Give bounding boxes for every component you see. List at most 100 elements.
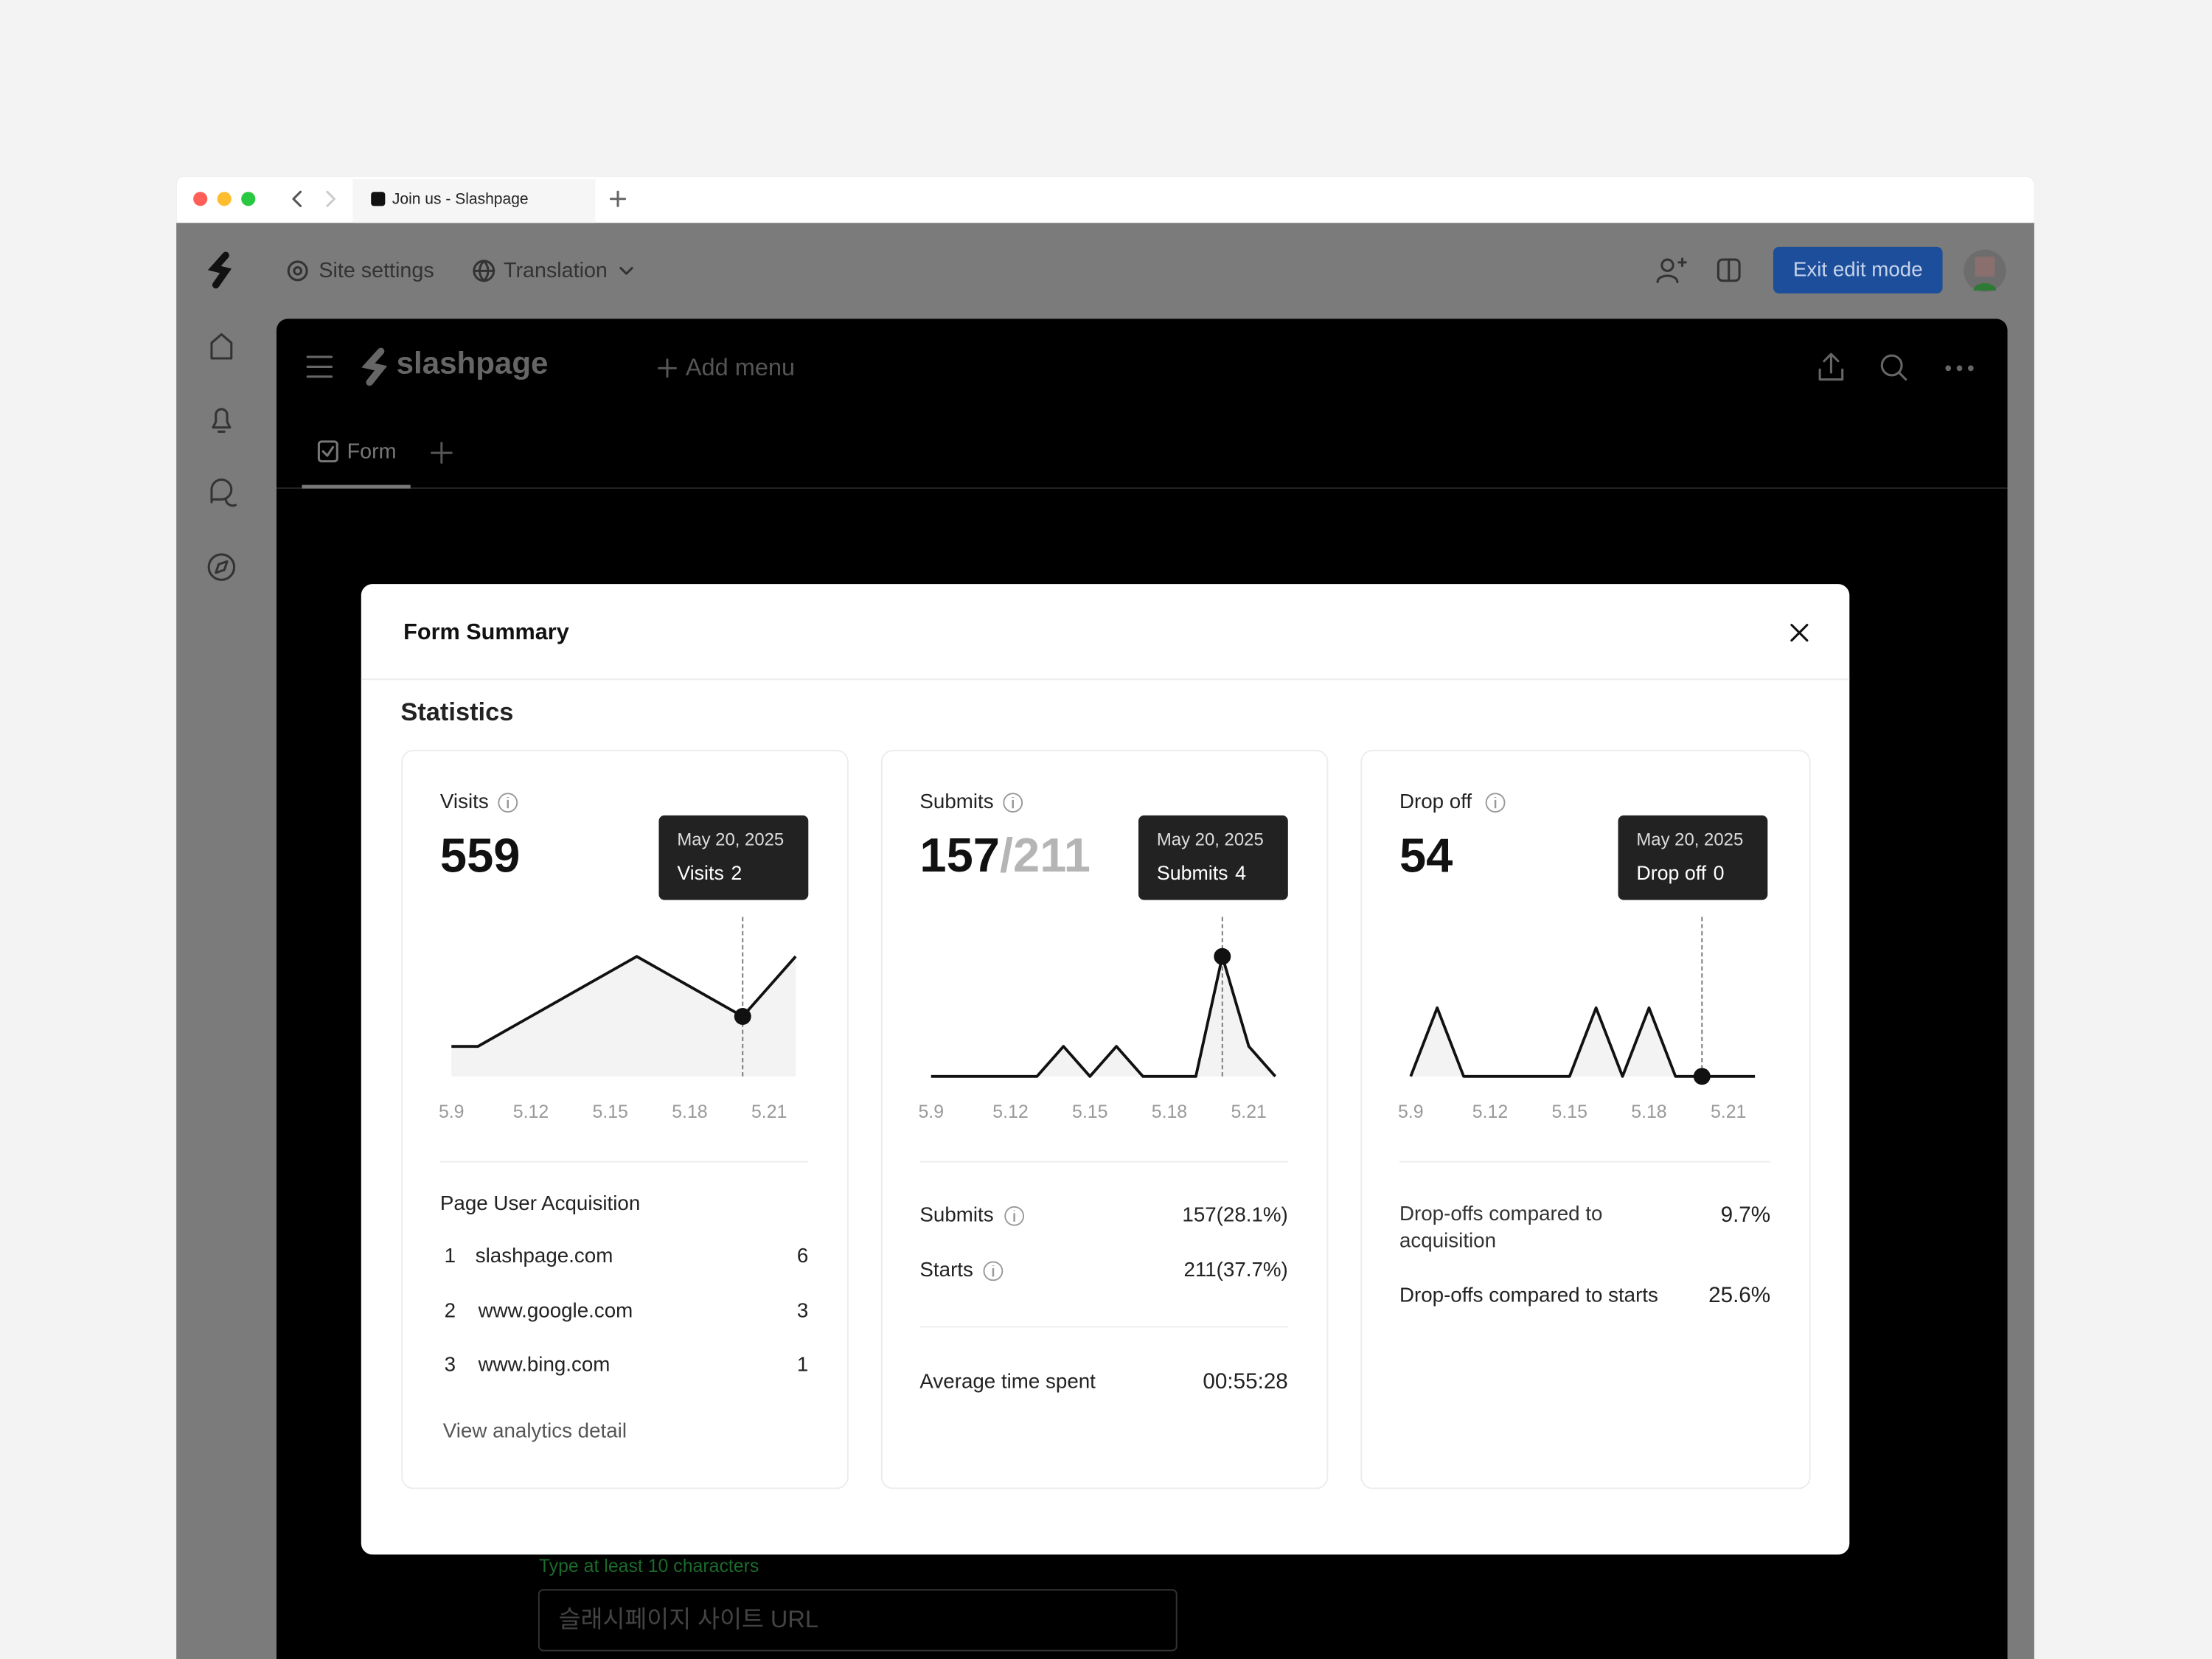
x-tick-label: 5.12	[1472, 1102, 1508, 1122]
x-tick-label: 5.21	[751, 1102, 787, 1122]
row-label: Average time spent	[919, 1369, 1096, 1392]
tooltip-label: Visits	[677, 862, 723, 884]
row-value: 157(28.1%)	[1182, 1203, 1287, 1226]
row-value: 00:55:28	[1203, 1369, 1287, 1394]
url-placeholder: 슬래시페이지 사이트 URL	[559, 1606, 818, 1632]
tooltip-label: Drop off	[1636, 862, 1706, 884]
card-value: 54	[1399, 828, 1453, 882]
info-icon[interactable]	[1003, 793, 1023, 813]
chat-icon[interactable]	[210, 478, 237, 507]
new-tab[interactable]	[609, 190, 627, 207]
info-icon[interactable]	[1485, 793, 1506, 813]
row-label-box: Drop-offs compared to acquisition	[1399, 1203, 1603, 1253]
url-input[interactable]	[538, 1589, 1178, 1652]
minimize-window[interactable]	[217, 192, 232, 206]
home-icon[interactable]	[210, 333, 233, 360]
more-dot[interactable]	[1945, 365, 1952, 372]
menu-icon[interactable]	[306, 355, 333, 378]
domain: slashpage.com	[476, 1244, 613, 1267]
favicon	[371, 192, 386, 206]
info-icon[interactable]	[983, 1261, 1004, 1281]
search-handle	[1897, 371, 1907, 381]
add-menu[interactable]: Add menu	[686, 354, 795, 380]
site-logo-mark	[361, 347, 388, 386]
section-title: Statistics	[400, 698, 513, 726]
rank: 3	[445, 1352, 456, 1375]
tooltip-value: Drop off 0	[1636, 862, 1724, 884]
hover-point	[734, 1008, 751, 1025]
tooltip	[658, 815, 809, 900]
search-icon[interactable]	[1880, 354, 1903, 377]
x-tick-label: 5.21	[1711, 1102, 1746, 1122]
analytics-link[interactable]: View analytics detail	[443, 1419, 627, 1441]
more-dot	[1968, 365, 1974, 372]
translation[interactable]: Translation	[504, 259, 608, 282]
site-logo[interactable]: slashpage	[397, 346, 549, 380]
count: 1	[797, 1352, 808, 1375]
more-dot	[1956, 365, 1963, 372]
app-logo[interactable]	[207, 251, 232, 289]
tab-bar	[176, 176, 2034, 223]
x-tick-label: 5.18	[1631, 1102, 1666, 1122]
settings-icon-core	[293, 266, 303, 276]
count: 6	[797, 1244, 808, 1267]
row-value: 211(37.7%)	[1183, 1258, 1287, 1281]
forward-button[interactable]	[326, 190, 335, 207]
starts-total: 211	[1013, 828, 1091, 882]
x-tick-label: 5.18	[672, 1102, 707, 1122]
row-label: Starts	[919, 1258, 973, 1281]
info-icon[interactable]	[498, 793, 518, 813]
submits-card	[880, 749, 1329, 1489]
notification-icon[interactable]	[212, 408, 232, 433]
form-tab-check	[321, 445, 335, 457]
explore-icon[interactable]	[207, 553, 236, 581]
rank: 1	[445, 1244, 456, 1267]
form-tab-icon	[317, 440, 338, 463]
rank: 2	[445, 1299, 456, 1322]
maximize-window[interactable]	[241, 192, 256, 206]
domain: www.google.com	[478, 1299, 633, 1322]
explore-needle	[215, 560, 229, 574]
hover-point	[1693, 1068, 1711, 1085]
dropoff-card	[1360, 749, 1811, 1489]
add-tab[interactable]	[430, 442, 453, 465]
tooltip-label: Submits	[1157, 862, 1228, 884]
x-tick-label: 5.21	[1231, 1102, 1266, 1122]
tab-title: Join us - Slashpage	[392, 190, 529, 207]
row-value: 25.6%	[1708, 1283, 1770, 1307]
close-modal[interactable]	[1790, 624, 1809, 642]
invite-icon[interactable]	[1660, 258, 1674, 272]
share-icon[interactable]	[1818, 352, 1844, 381]
x-tick-label: 5.15	[1072, 1102, 1107, 1122]
card-label: Visits	[440, 790, 489, 813]
tooltip-date: May 20, 2025	[677, 830, 784, 850]
row-label: Drop-offs compared to starts	[1399, 1284, 1658, 1307]
row-label: Drop-offs compared to acquisition	[1399, 1203, 1603, 1253]
tooltip-number: 0	[1714, 862, 1725, 884]
site-settings[interactable]: Site settings	[319, 259, 434, 282]
add-menu-icon	[657, 358, 677, 378]
browser-tab[interactable]	[352, 178, 596, 223]
back-button[interactable]	[292, 190, 302, 207]
x-tick-label: 5.9	[918, 1102, 944, 1122]
tooltip-value: Visits 2	[677, 862, 742, 884]
tooltip-date: May 20, 2025	[1636, 830, 1743, 850]
line	[931, 955, 1277, 1078]
tooltip	[1138, 815, 1288, 900]
close-window[interactable]	[193, 192, 208, 206]
field-hint: Type at least 10 characters	[539, 1556, 759, 1576]
x-tick-label: 5.12	[513, 1102, 549, 1122]
acquisition-title: Page User Acquisition	[440, 1192, 640, 1214]
exit-edit-label: Exit edit mode	[1793, 258, 1923, 281]
exit-edit-button[interactable]	[1773, 246, 1943, 293]
chevron	[619, 266, 633, 275]
invite-icon-body	[1656, 257, 1687, 284]
card-label: Drop off	[1399, 790, 1472, 813]
info-icon[interactable]	[1004, 1206, 1025, 1226]
visits-card	[401, 749, 849, 1489]
hover-point	[1214, 947, 1231, 965]
form-tab[interactable]: Form	[347, 440, 397, 464]
row-label: Submits	[919, 1203, 993, 1226]
separator: /	[1000, 828, 1013, 882]
